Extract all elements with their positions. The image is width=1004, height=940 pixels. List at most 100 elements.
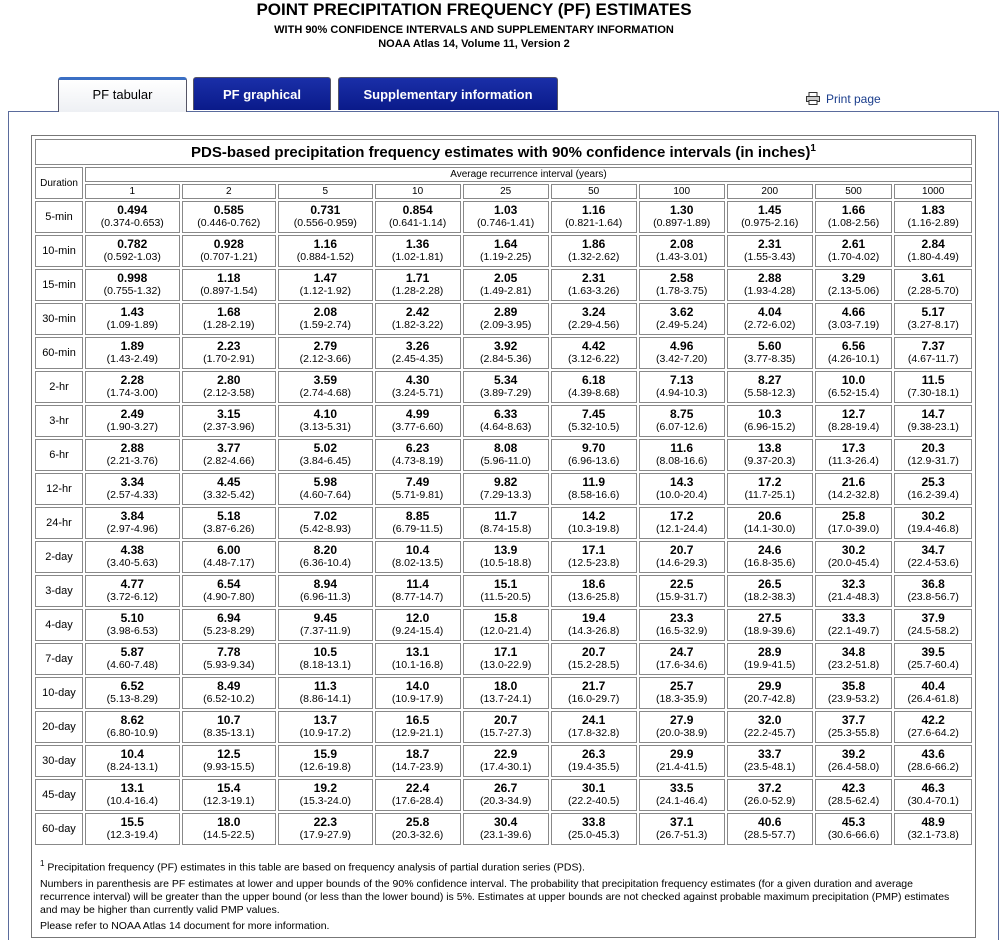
cell: 4.66 (3.03-7.19) — [814, 303, 893, 335]
data-row: 12-hr 3.34 (2.57-4.33) 4.45 (3.32-5.42) 5.98(… — [35, 473, 972, 505]
cell: 22.3 (17.9-27.9) — [278, 813, 373, 845]
interval: (16.5-32.9) — [656, 625, 708, 637]
estimate: 4.10 — [313, 407, 337, 421]
cell: 1.64 (1.19-2.25) — [462, 235, 549, 267]
estimate: 15.1 — [493, 577, 518, 591]
estimate: 0.998 — [117, 271, 148, 285]
tab[interactable]: PF tabular — [58, 77, 187, 112]
cell: 12.0 (9.24-15.4) — [374, 609, 461, 641]
estimate: 2.08 — [670, 237, 694, 251]
interval: (2.13-5.06) — [827, 285, 880, 297]
estimate: 1.66 — [841, 203, 866, 217]
estimate: 3.61 — [921, 271, 945, 285]
tab[interactable]: Supplementary information — [338, 77, 558, 110]
data-row: 3-day 4.77 (3.72-6.12) 6.54 (4.90-7.80) 8.94(… — [35, 575, 972, 607]
cell: 8.20 (6.36-10.4) — [278, 541, 373, 573]
estimate: 14.0 — [405, 679, 430, 693]
interval: (10.4-16.4) — [106, 795, 158, 807]
estimate: 5.17 — [921, 305, 945, 319]
estimate: 48.9 — [921, 815, 945, 829]
estimate: 16.5 — [405, 713, 430, 727]
cell: 6.54 (4.90-7.80) — [181, 575, 277, 607]
interval: (1.78-3.75) — [656, 285, 708, 297]
cell: 15.4 (12.3-19.1) — [181, 779, 277, 811]
estimate: 20.7 — [581, 645, 606, 659]
interval: (8.58-16.6) — [567, 489, 620, 501]
cell: 6.56 (4.26-10.1) — [814, 337, 893, 369]
subtitle: WITH 90% CONFIDENCE INTERVALS AND SUPPLE… — [274, 24, 674, 36]
cell: 5.18 (3.87-6.26) — [181, 507, 277, 539]
interval: (18.3-35.9) — [656, 693, 708, 705]
cell: 1.30 (0.897-1.89) — [638, 201, 725, 233]
cell: 15.5 (12.3-19.4) — [85, 813, 180, 845]
duration: 7-day — [35, 643, 83, 675]
interval: (2.97-4.96) — [106, 523, 158, 535]
print-text[interactable]: Print page — [826, 92, 881, 106]
interval: (30.6-66.6) — [827, 829, 880, 841]
duration: 30-min — [35, 303, 83, 335]
estimate: 37.7 — [841, 713, 866, 727]
interval: (21.4-41.5) — [656, 761, 708, 773]
interval: (25.0-45.3) — [567, 829, 620, 841]
estimate: 24.6 — [758, 543, 782, 557]
interval: (26.0-52.9) — [744, 795, 796, 807]
data-row: 3-hr 2.49 (1.90-3.27) 3.15 (2.37-3.96) 4.10 (3… — [35, 405, 972, 437]
estimate: 8.62 — [120, 713, 144, 727]
interval: (0.592-1.03) — [103, 251, 161, 263]
duration: 60-day — [35, 813, 83, 845]
interval: (9.24-15.4) — [391, 625, 444, 637]
estimate: 11.4 — [406, 577, 429, 591]
page-title: POINT PRECIPITATION FREQUENCY (PF) ESTIM… — [256, 0, 692, 19]
estimate: 3.59 — [313, 373, 337, 387]
cell: 25.8 (17.0-39.0) — [814, 507, 893, 539]
estimate: 8.08 — [493, 441, 518, 455]
cell: 33.8 (25.0-45.3) — [550, 813, 637, 845]
pf-table: PDS-based precipitation frequency estima… — [33, 137, 974, 847]
estimate: 39.5 — [921, 645, 945, 659]
header-row: Duration Average recurrence interval (yea… — [35, 167, 972, 199]
estimate: 11.5 — [921, 373, 945, 387]
estimate: 24.7 — [670, 645, 694, 659]
cell: 22.9 (17.4-30.1) — [462, 745, 549, 777]
interval: (1.80-4.49) — [907, 251, 959, 263]
interval: (5.93-9.34) — [203, 659, 255, 671]
interval: (23.5-48.1) — [744, 761, 796, 773]
estimate: 5.60 — [758, 339, 782, 353]
tab[interactable]: PF graphical — [193, 77, 331, 110]
interval: (4.73-8.19) — [391, 455, 444, 467]
data-row: 15-min 0.998 (0.755-1.32) 1.18 (0.897-1.54) 1… — [35, 269, 972, 301]
estimate: 18.0 — [217, 815, 241, 829]
estimate: 39.2 — [841, 747, 866, 761]
estimate: 33.7 — [758, 747, 782, 761]
interval: (14.7-23.9) — [391, 761, 444, 773]
source: NOAA Atlas 14, Volume 11, Version 2 — [378, 38, 570, 50]
data-row: 2-day 4.38 (3.40-5.63) 6.00 (4.48-7.17) 8.20(… — [35, 541, 972, 573]
duration: 45-day — [35, 779, 83, 811]
cell: 2.08 (1.43-3.01) — [638, 235, 725, 267]
cell: 0.928 (0.707-1.21) — [181, 235, 277, 267]
interval: (1.28-2.19) — [203, 319, 255, 331]
interval: (19.4-35.5) — [567, 761, 620, 773]
cell: 1.18 (0.897-1.54) — [181, 269, 277, 301]
estimate: 7.13 — [670, 373, 694, 387]
cell: 1.43 (1.09-1.89) — [85, 303, 180, 335]
content-box — [8, 111, 999, 940]
estimate: 1.89 — [120, 339, 144, 353]
cell: 40.6 (28.5-57.7) — [726, 813, 813, 845]
estimate: 22.3 — [313, 815, 337, 829]
caption-row: PDS-based precipitation frequency estima… — [35, 139, 972, 165]
interval: (4.48-7.17) — [203, 557, 255, 569]
ari: 500 — [814, 184, 893, 199]
cell: 24.7 (17.6-34.6) — [638, 643, 725, 675]
cell: 10.0 (6.52-15.4) — [814, 371, 893, 403]
estimate: 22.9 — [493, 747, 518, 761]
print-link[interactable]: Print page — [806, 92, 881, 106]
cell: 4.38 (3.40-5.63) — [85, 541, 180, 573]
interval: (4.60-7.64) — [299, 489, 352, 501]
interval: (15.3-24.0) — [299, 795, 352, 807]
interval: (1.02-1.81) — [391, 251, 444, 263]
interval: (0.707-1.21) — [200, 251, 258, 263]
cell: 3.24 (2.29-4.56) — [550, 303, 637, 335]
interval: (6.96-13.6) — [567, 455, 620, 467]
data-row: 4-day 5.10 (3.98-6.53) 6.94 (5.23-8.29) 9.45(… — [35, 609, 972, 641]
